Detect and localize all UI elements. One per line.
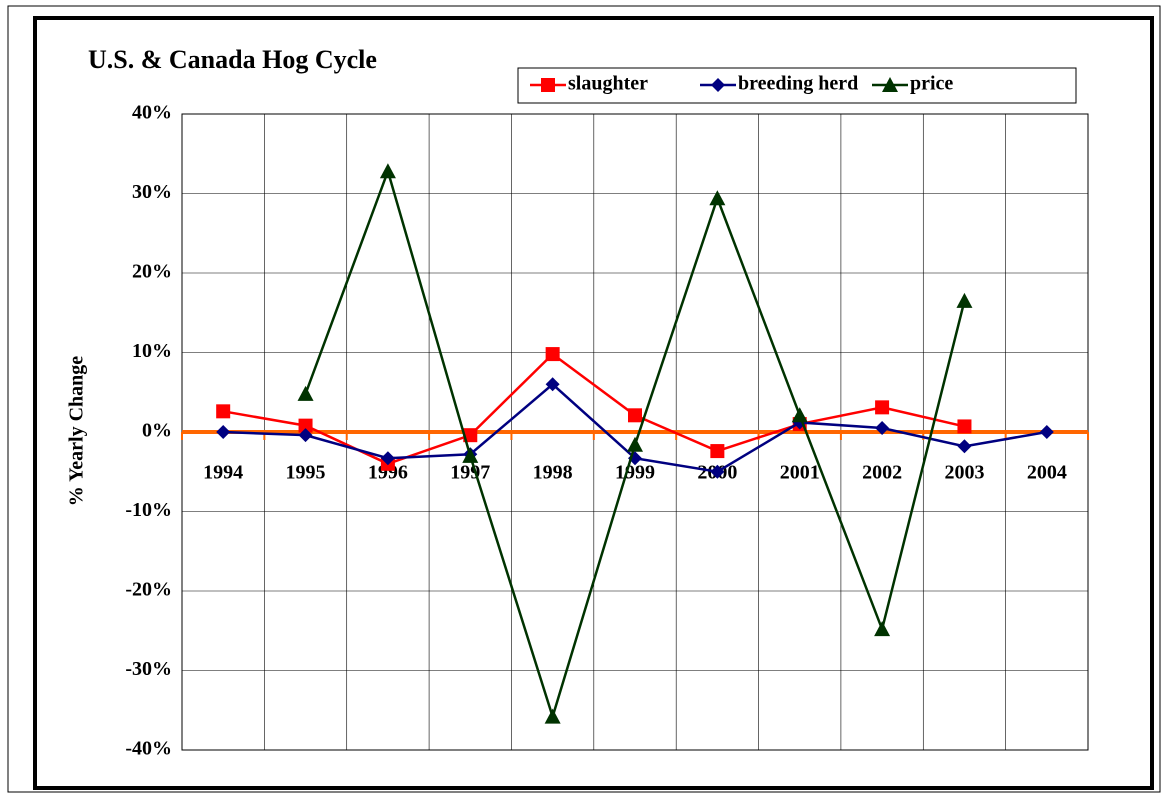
y-tick-label: 20% (132, 261, 172, 283)
y-tick-label: -40% (125, 738, 172, 760)
y-tick-label: -30% (125, 658, 172, 680)
legend-marker (711, 78, 725, 92)
x-tick-label: 1997 (450, 462, 490, 484)
data-point (297, 385, 314, 401)
legend-marker (541, 78, 555, 92)
data-point (463, 428, 478, 443)
data-point (627, 436, 643, 452)
x-tick-label: 1998 (533, 462, 573, 484)
chart-frame (33, 16, 1154, 790)
data-point (544, 708, 561, 724)
data-point (709, 190, 726, 206)
data-point (628, 408, 642, 423)
legend-label: price (910, 73, 953, 95)
series-line (222, 352, 965, 466)
legend-label: breeding herd (738, 73, 858, 95)
data-point (545, 377, 560, 392)
data-point (875, 400, 890, 415)
legend-marker (882, 77, 898, 92)
x-tick-label: 2002 (862, 462, 902, 484)
x-tick-label: 1996 (368, 462, 408, 484)
legend-box (517, 67, 1077, 104)
y-axis-label: % Yearly Change (66, 356, 88, 506)
x-tick-label: 2003 (944, 462, 984, 484)
y-tick-label: 30% (132, 181, 172, 203)
data-point (216, 404, 231, 419)
data-point (791, 407, 808, 423)
data-point (298, 418, 313, 433)
outer-frame (7, 5, 1161, 793)
y-tick-label: -20% (125, 579, 172, 601)
y-tick-label: 10% (132, 340, 172, 362)
data-point (216, 425, 231, 439)
x-tick-label: 2004 (1027, 462, 1067, 484)
chart-title: U.S. & Canada Hog Cycle (88, 45, 377, 74)
data-point (874, 621, 891, 637)
data-point (379, 163, 396, 179)
data-point (957, 439, 972, 454)
data-point (545, 347, 560, 362)
data-point (380, 451, 395, 466)
data-point (462, 447, 479, 463)
data-point (875, 421, 890, 436)
x-tick-label: 1994 (203, 462, 243, 484)
legend-label: slaughter (568, 73, 648, 95)
y-tick-label: 40% (132, 102, 172, 124)
y-tick-label: -10% (125, 499, 172, 521)
x-tick-label: 1995 (286, 462, 326, 484)
data-point (956, 292, 973, 308)
data-point (710, 444, 725, 459)
y-tick-label: 0% (142, 420, 172, 442)
data-point (1039, 425, 1054, 439)
data-point (710, 464, 725, 479)
x-tick-label: 2001 (780, 462, 820, 484)
data-point (957, 419, 972, 434)
data-point (298, 428, 313, 443)
